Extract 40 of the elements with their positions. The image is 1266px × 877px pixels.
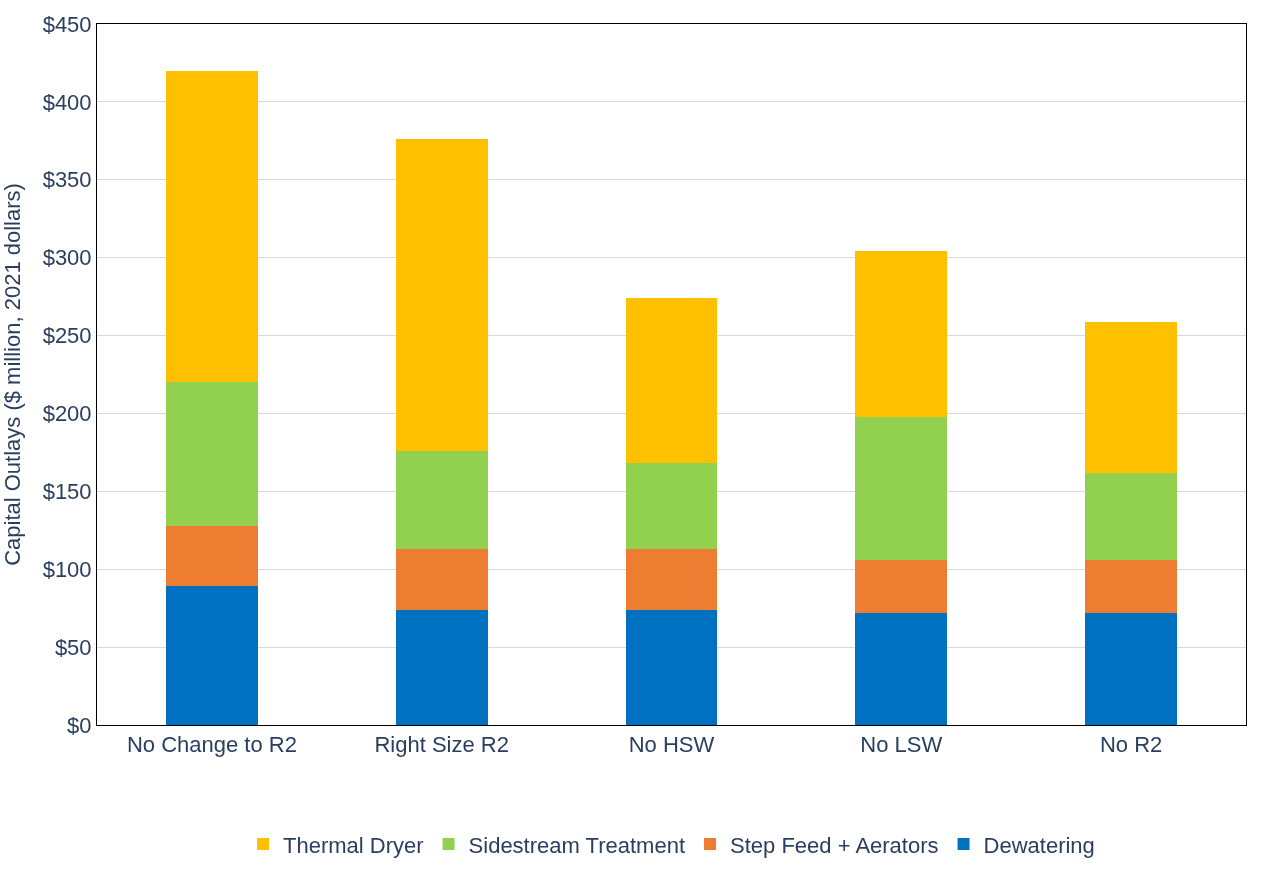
bar [395, 450, 488, 549]
legend-label: Sidestream Treatment [468, 832, 686, 858]
y-tick-label: $150 [42, 479, 92, 505]
y-tick-label: $300 [42, 245, 92, 271]
bar [1085, 559, 1178, 613]
y-axis-title: Capital Outlays ($ million, 2021 dollars) [0, 183, 26, 566]
bar [855, 251, 948, 417]
bar [1085, 321, 1178, 473]
legend-label: Dewatering [983, 832, 1095, 858]
legend-label: Step Feed + Aerators [730, 832, 939, 858]
bar [165, 70, 258, 383]
y-tick-label: $450 [42, 11, 92, 37]
bar [165, 586, 258, 725]
y-tick-label: $250 [42, 323, 92, 349]
legend-label: Thermal Dryer [283, 832, 424, 858]
y-tick-label: $100 [42, 556, 92, 582]
bar [625, 548, 718, 610]
bar [1085, 472, 1178, 560]
bar [625, 463, 718, 549]
bar [855, 559, 948, 613]
bar [1085, 612, 1178, 725]
y-tick-label: $50 [54, 634, 92, 660]
bar [165, 382, 258, 526]
y-tick-label: $400 [42, 89, 92, 115]
bar [855, 612, 948, 725]
bar [395, 139, 488, 451]
bar [395, 609, 488, 725]
bar [395, 548, 488, 610]
bar [625, 609, 718, 725]
bar [625, 298, 718, 464]
x-tick-label: No LSW [860, 732, 943, 758]
x-tick-label: Right Size R2 [374, 732, 509, 758]
y-tick-label: $350 [42, 167, 92, 193]
bar [165, 525, 258, 587]
bar [855, 416, 948, 560]
x-tick-label: No Change to R2 [126, 732, 297, 758]
y-tick-label: $200 [42, 401, 92, 427]
x-tick-label: No R2 [1099, 732, 1163, 758]
y-tick-label: $0 [67, 712, 92, 738]
x-tick-label: No HSW [628, 732, 715, 758]
